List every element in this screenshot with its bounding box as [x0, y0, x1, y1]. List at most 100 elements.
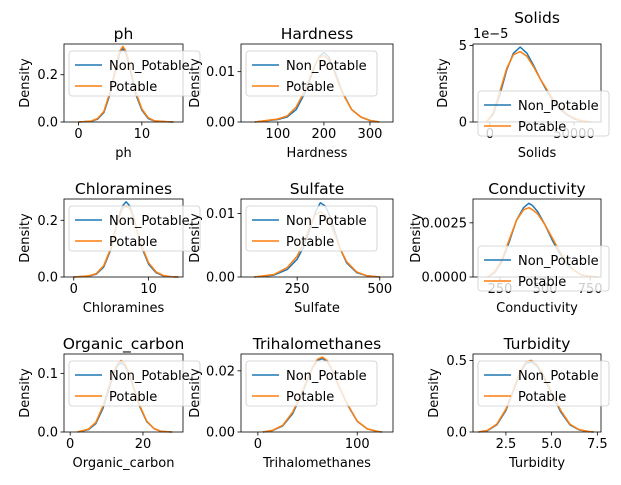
x-tick-label: 10: [140, 282, 157, 297]
x-tick-label: 100: [265, 127, 290, 142]
y-offset-label: 1e−5: [473, 27, 508, 42]
legend: Non_Potable Potable: [68, 205, 201, 252]
subplot-trihalomethanes: 0 100 0.00 0.02 Trihalomethanes Trihalomethan…: [188, 335, 394, 471]
legend-box: [477, 90, 610, 137]
legend-label: Potable: [286, 80, 334, 95]
series-line-potable: [78, 45, 174, 123]
y-tick-label: 0.0: [37, 426, 58, 441]
legend-box: [68, 50, 201, 97]
legend: Non_Potable Potable: [68, 50, 201, 97]
x-axis-label: Organic_carbon: [73, 456, 175, 471]
legend-label: Non_Potable: [109, 59, 190, 74]
y-axis-label: Density: [188, 58, 203, 108]
axes-frame: [240, 43, 394, 123]
axes-frame: [240, 198, 394, 278]
subplot-sulfate: 250 500 0.00 0.01 Sulfate Sulfate Density Non_P…: [188, 180, 394, 316]
legend: Non_Potable Potable: [245, 205, 378, 252]
y-tick-label: 0.01: [206, 65, 235, 80]
y-tick-label: 0.0: [446, 426, 467, 441]
subplot-title: Solids: [514, 9, 560, 27]
x-axis-label: Trihalomethanes: [262, 456, 371, 471]
subplot-title: Hardness: [281, 25, 354, 43]
x-axis-label: Chloramines: [83, 301, 165, 316]
subplot-title: Turbidity: [503, 335, 571, 353]
legend-label: Non_Potable: [109, 369, 190, 384]
legend-box: [68, 360, 201, 407]
y-tick-label: 0.2: [37, 68, 58, 83]
subplot-title: ph: [114, 25, 134, 43]
x-tick-label: 20: [135, 437, 152, 452]
y-tick-label: 0.00: [206, 426, 235, 441]
x-axis-label: Solids: [518, 146, 557, 161]
legend-label: Potable: [286, 235, 334, 250]
subplot-organic_carbon: 0 200.00.1Organic_carbonOrganic_carbonDen…: [18, 335, 201, 471]
series-line-potable: [262, 356, 383, 433]
subplot-title: Organic_carbon: [63, 335, 185, 354]
y-tick-label: 0.00: [206, 116, 235, 131]
legend-label: Potable: [518, 390, 566, 405]
axes-frame: [240, 353, 394, 433]
legend-label: Potable: [109, 235, 157, 250]
x-tick-label: 2.5: [496, 437, 517, 452]
legend: Non_Potable Potable: [477, 245, 610, 292]
subplot-hardness: 100 200 300 0.00 0.01 Hardness Hardness Density…: [188, 25, 394, 161]
legend: Non_Potable Potable: [245, 50, 378, 97]
legend-box: [245, 360, 378, 407]
legend: Non_Potable Potable: [477, 90, 610, 137]
legend: Non_Potable Potable: [68, 360, 201, 407]
x-tick-label: 300: [358, 127, 383, 142]
y-tick-label: 0.0: [37, 116, 58, 131]
legend-label: Non_Potable: [109, 214, 190, 229]
y-tick-label: 0.01: [206, 207, 235, 222]
y-tick-label: 0.02: [206, 364, 235, 379]
legend: Non_Potable Potable: [245, 360, 378, 407]
legend-label: Non_Potable: [286, 214, 367, 229]
y-tick-label: 0.2: [37, 214, 58, 229]
x-tick-label: 250: [285, 282, 310, 297]
legend-label: Non_Potable: [286, 369, 367, 384]
legend-box: [245, 50, 378, 97]
y-axis-label: Density: [409, 213, 424, 263]
x-axis-label: Sulfate: [294, 301, 340, 316]
y-axis-label: Density: [188, 213, 203, 263]
x-axis-label: ph: [115, 146, 132, 161]
y-axis-label: Density: [18, 368, 33, 418]
legend-label: Non_Potable: [518, 369, 599, 384]
legend-label: Potable: [109, 390, 157, 405]
x-tick-label: 0: [254, 437, 262, 452]
y-axis-label: Density: [188, 368, 203, 418]
subplot-title: Chloramines: [75, 180, 172, 198]
y-axis-label: Density: [18, 213, 33, 263]
y-tick-label: 5: [459, 39, 467, 54]
x-tick-label: 500: [367, 282, 392, 297]
legend-label: Potable: [109, 80, 157, 95]
legend-box: [477, 245, 610, 292]
subplot-turbidity: 2.5 5.0 7.5 0.0 0.5 Turbidity Turbidity Density…: [427, 335, 610, 471]
legend-box: [68, 205, 201, 252]
legend-label: Non_Potable: [286, 59, 367, 74]
legend-label: Potable: [286, 390, 334, 405]
y-tick-label: 0.00: [206, 271, 235, 286]
legend-box: [477, 360, 610, 407]
subplot-solids: 050000051e−5SolidsSolidsDensityNon_Potab…: [436, 9, 610, 161]
y-tick-label: 0.0: [37, 271, 58, 286]
legend-label: Potable: [518, 275, 566, 290]
subplot-title: Conductivity: [488, 180, 585, 198]
subplot-title: Sulfate: [290, 180, 345, 198]
legend-label: Potable: [518, 120, 566, 135]
subplot-conductivity: 2505007500.00000.0025ConductivityConduct…: [409, 180, 610, 316]
x-axis-label: Hardness: [287, 146, 348, 161]
x-axis-label: Turbidity: [508, 456, 565, 471]
x-tick-label: 0: [74, 127, 82, 142]
y-tick-label: 0.0000: [422, 271, 468, 286]
y-axis-label: Density: [18, 58, 33, 108]
legend-label: Non_Potable: [518, 99, 599, 114]
subplot-title: Trihalomethanes: [252, 335, 381, 353]
y-tick-label: 0.0025: [422, 216, 468, 231]
legend: Non_Potable Potable: [477, 360, 610, 407]
x-tick-label: 0: [66, 437, 74, 452]
legend-label: Non_Potable: [518, 254, 599, 269]
